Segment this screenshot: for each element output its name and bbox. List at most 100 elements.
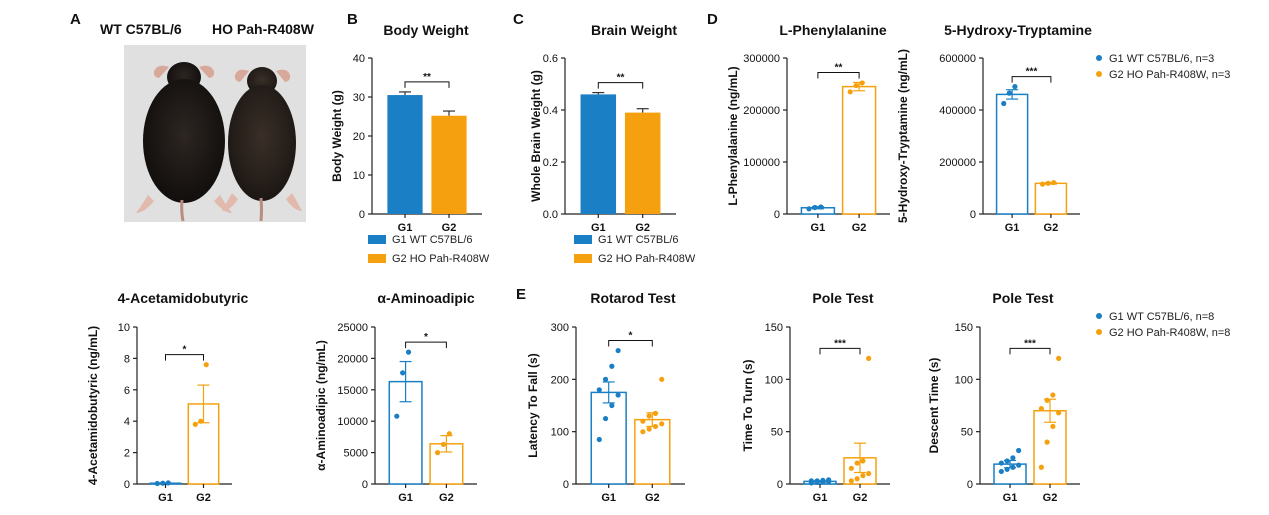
x-tick-label: G2	[196, 492, 211, 504]
y-tick-label: 200000	[743, 105, 780, 117]
legend-item: G2 HO Pah-R408W, n=3	[1109, 69, 1230, 81]
significance-bracket	[405, 341, 447, 349]
y-tick-label: 0	[967, 479, 973, 491]
significance-bracket	[608, 340, 653, 347]
y-tick-label: 15000	[337, 385, 368, 397]
y-tick-label: 200000	[939, 157, 976, 169]
photo-caption-wt: WT C57BL/6	[100, 21, 182, 37]
data-point	[808, 478, 814, 484]
y-tick-label: 5000	[344, 448, 368, 460]
y-tick-label: 4	[124, 416, 130, 428]
data-point	[596, 387, 602, 393]
data-point	[814, 478, 820, 484]
y-axis-label: Descent Time (s)	[927, 358, 941, 454]
y-tick-label: 100	[551, 427, 569, 439]
chart-title: L-Phenylalanine	[779, 22, 887, 38]
y-axis-label: L-Phenylalanine (ng/mL)	[726, 66, 740, 205]
y-tick-label: 30	[353, 92, 365, 104]
data-point	[853, 82, 859, 89]
data-point	[1010, 464, 1016, 470]
y-tick-label: 25000	[337, 322, 368, 334]
y-tick-label: 50	[961, 427, 973, 439]
data-point	[866, 470, 872, 477]
chart-title: Body Weight	[383, 22, 469, 38]
data-point	[646, 426, 652, 432]
y-tick-label: 600000	[939, 53, 976, 65]
data-point	[1016, 447, 1022, 454]
bar-g1	[995, 93, 1029, 215]
significance-label: **	[617, 73, 625, 84]
x-tick-label: G1	[398, 222, 413, 234]
data-point	[998, 460, 1004, 466]
y-tick-label: 6	[124, 385, 130, 397]
chart-title: 4-Acetamidobutyric	[118, 290, 249, 306]
legend-marker	[1096, 55, 1102, 61]
y-axis-label: 4-Acetamidobutyric (ng/mL)	[86, 326, 100, 485]
data-point	[609, 363, 615, 369]
y-axis-label: 5-Hydroxy-Tryptamine (ng/mL)	[896, 49, 910, 223]
bar-g2	[431, 115, 467, 214]
y-tick-label: 300000	[743, 53, 780, 65]
significance-label: *	[183, 345, 187, 356]
data-point	[1050, 392, 1056, 398]
bar-g2	[624, 112, 661, 214]
chart-title: Pole Test	[992, 290, 1054, 306]
x-tick-label: G1	[811, 222, 826, 234]
significance-label: *	[629, 331, 633, 342]
significance-bracket	[1009, 347, 1051, 355]
data-point	[818, 204, 824, 210]
data-point	[440, 441, 447, 448]
data-point	[1016, 462, 1022, 468]
data-point	[652, 423, 659, 430]
legend-marker	[1096, 313, 1102, 319]
y-tick-label: 10	[118, 322, 130, 334]
data-point	[615, 347, 621, 354]
data-point	[1006, 90, 1012, 96]
x-tick-label: G2	[635, 222, 650, 234]
y-tick-label: 0	[359, 209, 365, 221]
data-point	[1051, 179, 1057, 186]
legend-item: G1 WT C57BL/6, n=8	[1109, 311, 1214, 323]
data-point	[602, 415, 609, 422]
y-tick-label: 100	[765, 374, 783, 386]
legend-swatch	[368, 254, 386, 263]
significance-label: ***	[834, 338, 846, 349]
x-tick-label: G1	[1003, 492, 1018, 504]
significance-bracket	[165, 354, 204, 361]
data-point	[1044, 397, 1050, 403]
data-point	[1050, 423, 1056, 430]
y-tick-label: 400000	[939, 105, 976, 117]
y-tick-label: 0.4	[543, 105, 558, 117]
y-tick-label: 100	[955, 374, 973, 386]
data-point	[659, 376, 665, 382]
y-tick-label: 10000	[337, 416, 368, 428]
legend-swatch	[574, 235, 592, 244]
chart-title: α-Aminoadipic	[377, 290, 474, 306]
y-axis-label: α-Aminoadipic (ng/mL)	[314, 340, 328, 471]
y-tick-label: 0	[563, 479, 569, 491]
data-point	[602, 376, 609, 382]
data-point	[848, 478, 854, 484]
data-point	[192, 421, 198, 427]
data-point	[154, 480, 160, 487]
data-point	[812, 204, 818, 211]
y-tick-label: 300	[551, 322, 569, 334]
x-tick-label: G1	[813, 492, 828, 504]
data-point	[1038, 406, 1044, 412]
data-point	[405, 349, 412, 355]
data-point	[203, 362, 209, 368]
legend-swatch	[368, 235, 386, 244]
photo-caption-ho: HO Pah-R408W	[212, 21, 314, 37]
data-point	[640, 429, 646, 435]
x-tick-label: G2	[853, 492, 868, 504]
data-point	[446, 431, 452, 437]
legend-swatch	[574, 254, 592, 263]
data-point	[806, 206, 812, 212]
x-tick-label: G2	[1044, 222, 1059, 234]
data-point	[165, 480, 171, 486]
panel-label-d: D	[707, 11, 718, 28]
y-axis-label: Time To Turn (s)	[741, 359, 755, 451]
x-tick-label: G2	[1043, 492, 1058, 504]
